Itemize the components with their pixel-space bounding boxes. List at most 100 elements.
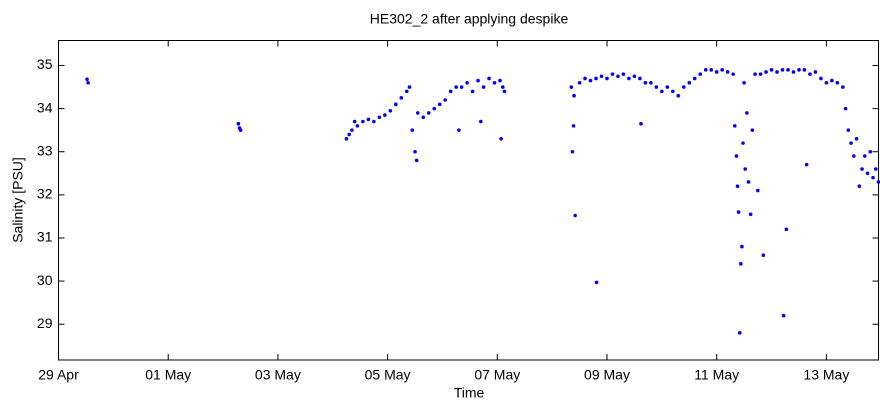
data-point bbox=[481, 85, 486, 89]
data-point bbox=[784, 227, 789, 232]
data-point bbox=[498, 78, 502, 83]
data-point bbox=[756, 188, 760, 193]
data-point bbox=[665, 85, 670, 89]
data-point bbox=[681, 85, 686, 89]
y-tick-label: 34 bbox=[37, 99, 53, 115]
data-point bbox=[465, 80, 469, 85]
x-tick-label: 29 Apr bbox=[38, 367, 79, 383]
data-point bbox=[443, 98, 447, 102]
chart-title: HE302_2 after applying despike bbox=[370, 11, 569, 27]
data-point bbox=[583, 76, 587, 81]
data-point bbox=[605, 76, 609, 81]
data-point bbox=[868, 149, 873, 154]
data-point bbox=[835, 80, 840, 85]
data-point bbox=[687, 80, 692, 85]
data-point bbox=[479, 119, 483, 124]
x-tick-label: 03 May bbox=[255, 367, 301, 383]
data-point bbox=[698, 72, 703, 76]
data-point bbox=[500, 85, 505, 89]
data-point bbox=[791, 70, 796, 74]
data-point bbox=[739, 262, 743, 266]
data-point bbox=[459, 85, 464, 89]
data-point bbox=[588, 78, 593, 83]
data-point bbox=[775, 70, 779, 74]
data-point bbox=[852, 154, 856, 158]
data-point bbox=[410, 128, 415, 132]
data-point bbox=[731, 72, 735, 76]
data-point bbox=[741, 141, 745, 145]
data-point bbox=[854, 137, 859, 141]
data-point bbox=[830, 78, 834, 83]
data-point bbox=[415, 111, 420, 115]
data-point bbox=[344, 137, 349, 141]
data-point bbox=[571, 124, 576, 128]
data-point bbox=[86, 80, 90, 85]
data-point bbox=[865, 171, 870, 176]
data-point bbox=[714, 70, 719, 74]
data-point bbox=[399, 96, 404, 100]
data-point bbox=[238, 128, 243, 132]
data-point bbox=[740, 244, 744, 249]
data-point bbox=[735, 184, 740, 189]
y-tick-label: 32 bbox=[37, 186, 53, 202]
data-point bbox=[804, 162, 809, 167]
data-point bbox=[372, 119, 376, 124]
data-point bbox=[599, 74, 604, 79]
data-point bbox=[355, 124, 360, 128]
data-point bbox=[819, 76, 823, 81]
data-point bbox=[732, 124, 737, 128]
data-point bbox=[573, 213, 577, 218]
data-point bbox=[572, 93, 576, 98]
data-point bbox=[448, 89, 453, 94]
data-point bbox=[862, 154, 867, 158]
x-tick-label: 11 May bbox=[694, 367, 739, 383]
data-point bbox=[476, 78, 480, 83]
data-point bbox=[813, 70, 818, 74]
x-tick-label: 07 May bbox=[474, 367, 520, 383]
data-point bbox=[499, 137, 503, 141]
data-point bbox=[426, 111, 431, 115]
data-point bbox=[737, 331, 742, 335]
data-point bbox=[502, 89, 507, 94]
data-point bbox=[750, 128, 755, 132]
data-point bbox=[742, 80, 746, 85]
data-point bbox=[857, 184, 862, 189]
x-tick-label: 01 May bbox=[145, 367, 191, 383]
data-point bbox=[457, 128, 461, 132]
data-point bbox=[236, 121, 241, 126]
data-point bbox=[649, 80, 653, 85]
y-tick-label: 31 bbox=[37, 229, 53, 245]
y-tick-label: 29 bbox=[37, 315, 53, 331]
data-point bbox=[745, 111, 749, 115]
data-point bbox=[846, 128, 851, 132]
data-point bbox=[748, 212, 753, 217]
data-point bbox=[746, 180, 751, 184]
data-point bbox=[758, 72, 763, 76]
data-point bbox=[802, 68, 807, 72]
data-point bbox=[736, 210, 741, 214]
data-point bbox=[797, 68, 801, 72]
data-point bbox=[407, 85, 412, 89]
data-point bbox=[860, 167, 864, 171]
x-axis-label: Time bbox=[454, 385, 485, 401]
data-point bbox=[638, 76, 642, 81]
data-point bbox=[594, 280, 599, 285]
data-point bbox=[639, 121, 643, 126]
data-point bbox=[786, 68, 790, 72]
data-point bbox=[769, 68, 774, 72]
data-point bbox=[383, 113, 387, 117]
data-point bbox=[352, 119, 357, 124]
data-point bbox=[725, 70, 730, 74]
data-point bbox=[454, 85, 458, 89]
data-point bbox=[437, 102, 442, 107]
data-point bbox=[781, 313, 786, 318]
data-point bbox=[876, 180, 880, 184]
data-point bbox=[761, 253, 766, 258]
x-tick-label: 09 May bbox=[584, 367, 630, 383]
data-point bbox=[388, 108, 393, 113]
data-point bbox=[709, 68, 714, 72]
data-point bbox=[671, 89, 675, 94]
data-point bbox=[577, 80, 582, 85]
